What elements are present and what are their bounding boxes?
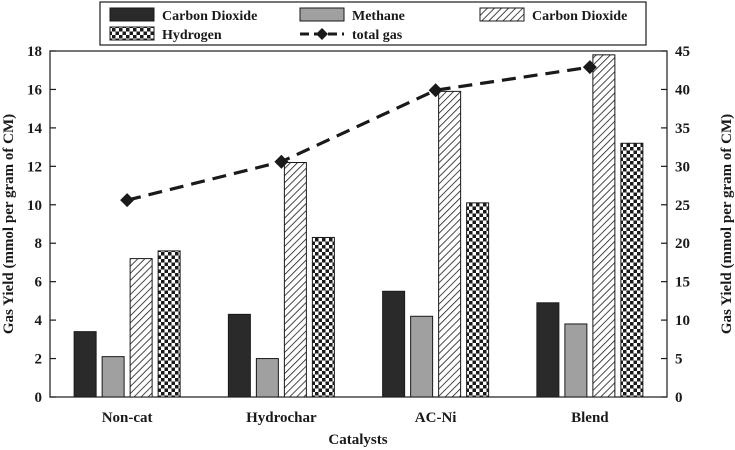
bar-carbon-dioxide-non-cat <box>73 331 97 398</box>
legend-marker-total-gas <box>316 28 328 40</box>
bar-carbon-dioxide-ac-ni <box>382 290 406 398</box>
marker-total-gas <box>274 154 289 169</box>
legend-label-methane: Methane <box>352 9 405 24</box>
y-right-tick-label: 35 <box>675 121 690 137</box>
bar-hydrogen-ac-ni <box>466 202 490 398</box>
legend-swatch-carbon-dioxide <box>479 7 525 22</box>
y-left-tick-label: 18 <box>27 44 42 60</box>
x-tick-label-ac-ni: AC-Ni <box>415 410 457 426</box>
plot-frame <box>49 50 668 398</box>
y-right-tick-label: 25 <box>675 198 690 214</box>
bar-hydrogen-blend <box>620 142 644 398</box>
bar-hydrogen-non-cat <box>157 250 181 398</box>
bar-hydrogen-hydrochar <box>311 236 335 398</box>
y-left-tick-label: 10 <box>27 198 42 214</box>
y-right-tick-label: 45 <box>675 44 690 60</box>
y-right-tick-label: 10 <box>675 313 690 329</box>
y-left-tick-label: 6 <box>35 275 43 291</box>
y-axis-title-right: Gas Yield (mmol per gram of CM) <box>719 114 735 334</box>
legend-swatch-methane <box>299 7 345 22</box>
x-tick-label-blend: Blend <box>571 410 609 426</box>
legend-label-total-gas: total gas <box>352 28 403 43</box>
bar-methane-hydrochar <box>255 358 279 398</box>
bar-carbon-dioxide-ac-ni <box>438 90 462 398</box>
bar-methane-ac-ni <box>410 315 434 398</box>
y-right-tick-label: 0 <box>675 390 683 406</box>
y-left-tick-label: 2 <box>35 352 43 368</box>
marker-total-gas <box>582 60 597 75</box>
legend-label-carbon-dioxide: Carbon Dioxide <box>532 9 627 24</box>
y-left-tick-label: 4 <box>35 313 43 329</box>
y-axis-title-left: Gas Yield (mmol per gram of CM) <box>1 114 17 334</box>
bar-methane-non-cat <box>101 356 125 398</box>
legend: Carbon Dioxide Methane Carbon Dioxide Hydro… <box>99 1 647 46</box>
bar-carbon-dioxide-hydrochar <box>283 161 307 398</box>
marker-total-gas <box>428 83 443 98</box>
legend-label-hydrogen: Hydrogen <box>162 28 222 43</box>
legend-box <box>99 1 647 46</box>
y-left-tick-label: 16 <box>27 82 43 98</box>
axes-group: 0 2 4 6 8 10 12 14 16 18 0 5 10 15 20 25 30 35 40 45 Non-cat… <box>27 44 690 426</box>
legend-label-carbon-dioxide: Carbon Dioxide <box>162 9 257 24</box>
y-left-tick-label: 14 <box>27 121 43 137</box>
total-gas-series <box>120 60 597 208</box>
bar-carbon-dioxide-blend <box>536 302 560 398</box>
y-left-tick-label: 0 <box>35 390 43 406</box>
y-right-tick-label: 40 <box>675 82 690 98</box>
y-right-tick-label: 30 <box>675 159 690 175</box>
y-right-tick-label: 20 <box>675 236 690 252</box>
y-left-tick-label: 12 <box>27 159 42 175</box>
bar-carbon-dioxide-non-cat <box>129 258 153 398</box>
bars-group <box>73 54 644 398</box>
y-right-tick-label: 5 <box>675 352 683 368</box>
x-tick-label-hydrochar: Hydrochar <box>246 410 317 426</box>
bar-methane-blend <box>564 323 588 398</box>
x-axis-title: Catalysts <box>328 432 387 448</box>
y-left-tick-label: 8 <box>35 236 43 252</box>
bar-carbon-dioxide-hydrochar <box>227 313 251 398</box>
x-tick-label-non-cat: Non-cat <box>102 410 153 426</box>
line-total-gas <box>126 65 591 202</box>
y-right-tick-label: 15 <box>675 275 690 291</box>
legend-swatch-carbon-dioxide <box>109 7 155 22</box>
legend-swatch-hydrogen <box>109 26 155 41</box>
marker-total-gas <box>120 193 135 208</box>
bar-carbon-dioxide-blend <box>592 54 616 398</box>
